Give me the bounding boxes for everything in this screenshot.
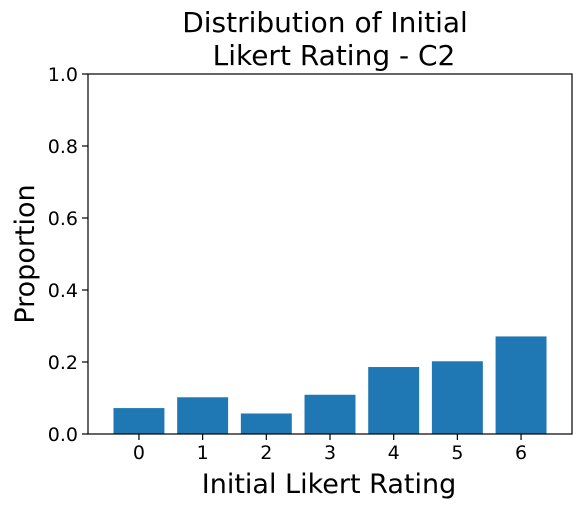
x-tick-label-6: 6 [515,442,527,464]
bar-1 [177,397,229,434]
x-tick-label-1: 1 [197,442,209,464]
bar-6 [495,336,547,434]
chart-title-line-1: Distribution of Initial [182,6,468,39]
bar-2 [240,413,292,434]
y-tick-label-0.2: 0.2 [48,352,78,374]
chart-title: Distribution of Initial Likert Rating - … [182,6,468,72]
y-tick-label-0.0: 0.0 [48,424,78,446]
chart-title-line-2: Likert Rating - C2 [213,39,456,72]
y-tick-label-0.8: 0.8 [48,136,78,158]
x-axis-label: Initial Likert Rating [202,469,456,500]
bar-0 [113,408,165,434]
x-tick-label-5: 5 [451,442,463,464]
plot-area: 0.0 0.2 0.4 0.6 0.8 1.0 0 1 2 3 4 5 6 [48,64,573,464]
x-tick-label-0: 0 [133,442,145,464]
y-tick-label-1.0: 1.0 [48,64,78,86]
x-tick-label-2: 2 [260,442,272,464]
y-tick-label-0.6: 0.6 [48,208,78,230]
bar-5 [431,361,483,434]
y-tick-label-0.4: 0.4 [48,280,78,302]
y-axis-label: Proportion [10,184,41,323]
bar-3 [304,394,356,434]
x-tick-label-4: 4 [388,442,400,464]
x-tick-label-3: 3 [324,442,336,464]
bar-4 [368,367,420,434]
